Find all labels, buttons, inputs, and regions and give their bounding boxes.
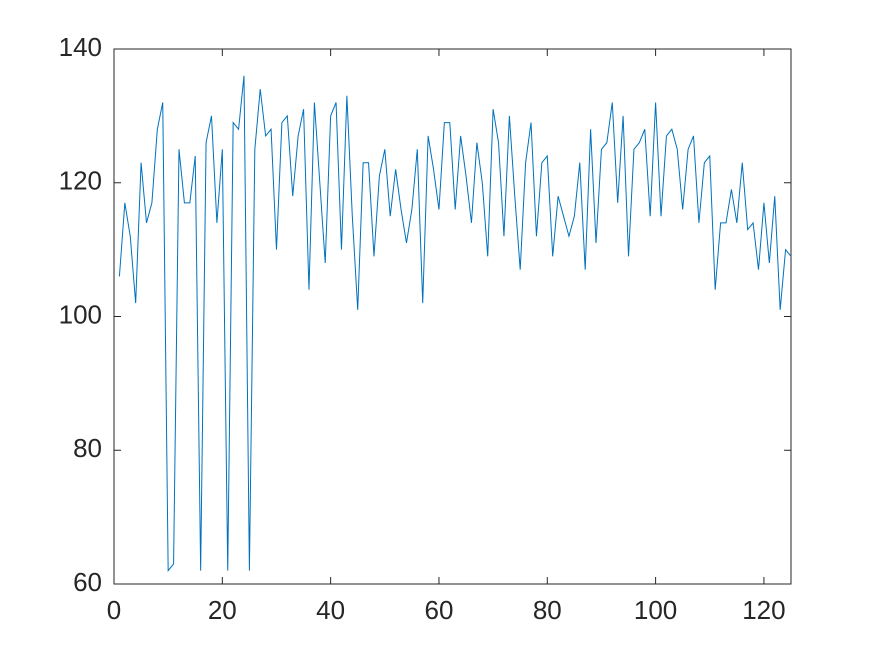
x-tick-label: 60 — [424, 595, 453, 625]
y-tick-label: 100 — [59, 299, 102, 329]
x-tick-label: 20 — [208, 595, 237, 625]
axes-box — [113, 48, 792, 585]
y-tick-label: 60 — [73, 567, 102, 597]
x-tick-label: 40 — [316, 595, 345, 625]
x-tick-label: 0 — [107, 595, 121, 625]
y-tick-label: 120 — [59, 166, 102, 196]
x-tick-label: 80 — [533, 595, 562, 625]
data-line — [118, 75, 792, 573]
x-tick-label: 120 — [742, 595, 785, 625]
y-tick-label: 80 — [73, 433, 102, 463]
x-tick-label: 100 — [634, 595, 677, 625]
y-tick-label: 140 — [59, 32, 102, 62]
